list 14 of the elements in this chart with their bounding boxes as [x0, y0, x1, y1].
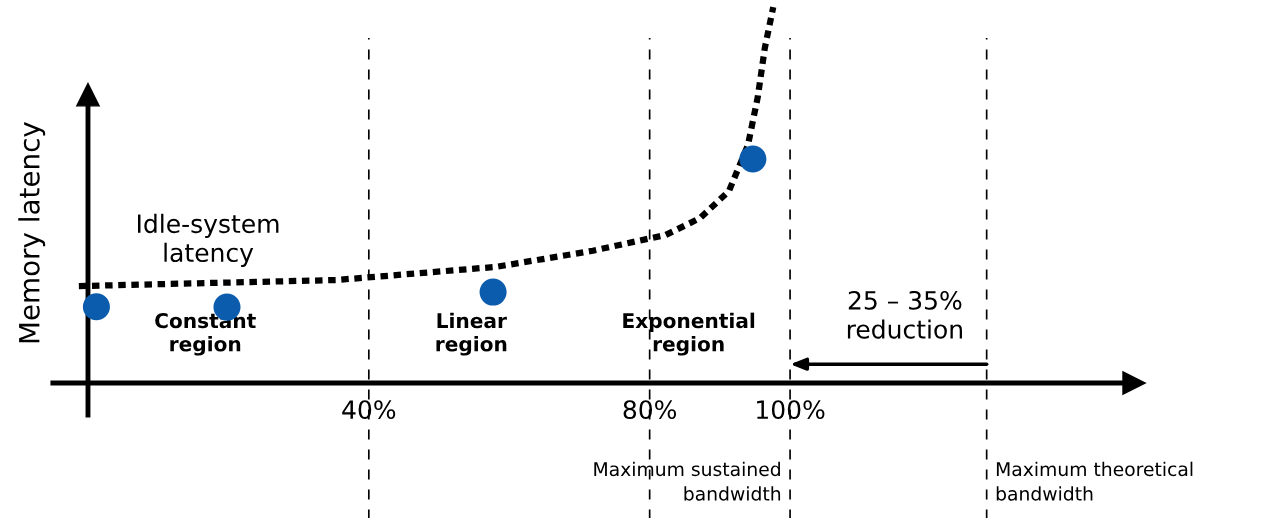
annotation: Linear region	[436, 312, 507, 356]
ref-line-label: Maximum theoretical bandwidth	[996, 461, 1193, 501]
point	[82, 293, 110, 321]
annotation: Constant region	[155, 312, 256, 356]
ref-line-label: Maximum sustained bandwidth	[594, 461, 781, 501]
x-tick-label: 100%	[757, 400, 825, 420]
x-tick-label: 80%	[623, 400, 677, 420]
x-tick-label: 40%	[342, 400, 396, 420]
annotation: Idle-system latency	[138, 213, 279, 267]
annotation: 25 – 35% reduction	[847, 290, 962, 339]
annotation: Exponential region	[623, 312, 755, 356]
point	[739, 145, 767, 173]
point	[479, 278, 507, 306]
y-axis-title: Memory latency	[18, 122, 46, 343]
